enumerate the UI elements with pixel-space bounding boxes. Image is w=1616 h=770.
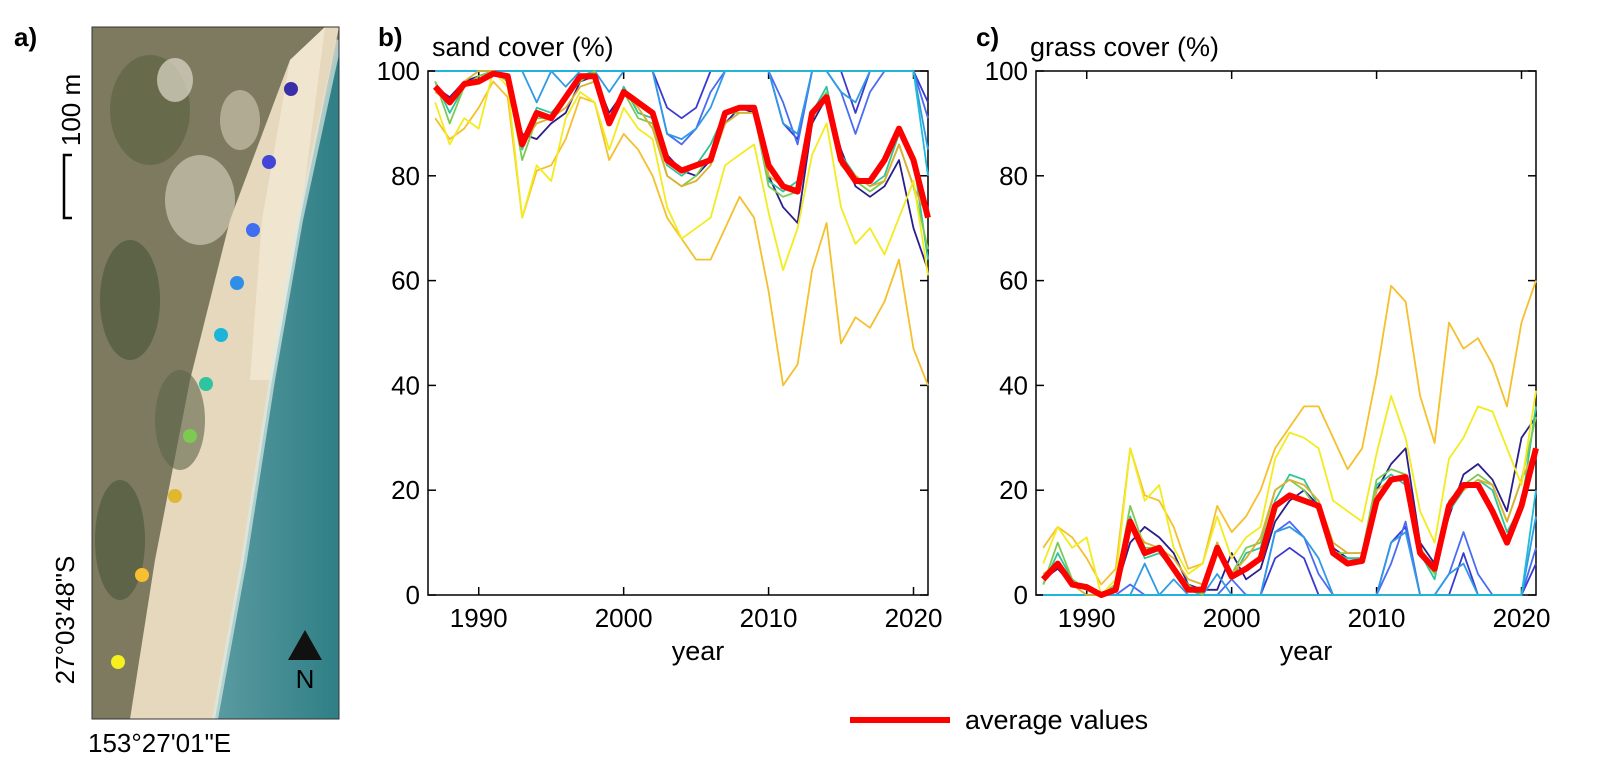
x-tick-label: 2020: [1493, 603, 1551, 633]
y-tick-label: 0: [406, 580, 420, 610]
average-line: [432, 70, 931, 219]
latitude-label: 27°03'48"S: [50, 556, 80, 685]
sample-point: [230, 276, 244, 290]
y-tick-label: 100: [985, 56, 1028, 86]
y-tick-label: 40: [391, 370, 420, 400]
map-panel: a) N 100: [14, 22, 340, 758]
x-tick-label: 2020: [885, 603, 943, 633]
plot-area-frame: [1035, 70, 1537, 596]
average-line: [1040, 447, 1539, 598]
panel-a-label: a): [14, 22, 37, 52]
sand-x-axis-label: year: [672, 636, 725, 666]
y-tick-label: 100: [377, 56, 420, 86]
sample-point: [183, 429, 197, 443]
y-tick-label: 80: [999, 161, 1028, 191]
series-line: [435, 70, 929, 176]
sand-cover-chart: b) sand cover (%) year 0 20 40 60 80 100 1990 2…: [377, 22, 943, 666]
sample-point: [199, 377, 213, 391]
satellite-image: [92, 27, 339, 719]
series-line: [434, 70, 929, 276]
north-label: N: [296, 664, 315, 694]
plot-area-frame: [427, 70, 929, 596]
y-tick-label: 80: [391, 161, 420, 191]
scale-bar: 100 m: [56, 74, 86, 220]
x-tick-label: 1990: [450, 603, 508, 633]
y-tick-label: 60: [391, 266, 420, 296]
north-arrow-icon: [288, 630, 322, 660]
scale-label: 100 m: [56, 74, 86, 146]
series-line: [1042, 390, 1537, 596]
scale-bar-line: [62, 153, 72, 220]
legend: average values: [850, 705, 1148, 735]
series-line: [1043, 520, 1537, 596]
sample-point: [284, 82, 298, 96]
north-arrow: N: [288, 630, 322, 694]
grass-cover-chart: c) grass cover (%) year 0 20 40 60 80 100 1990…: [976, 22, 1550, 666]
y-tick-label: 20: [999, 475, 1028, 505]
x-tick-label: 1990: [1058, 603, 1116, 633]
x-tick-label: 2000: [1203, 603, 1261, 633]
y-tick-label: 0: [1014, 580, 1028, 610]
panel-b-label: b): [378, 22, 403, 52]
y-tick-label: 40: [999, 370, 1028, 400]
longitude-label: 153°27'01"E: [88, 728, 231, 758]
sample-point: [214, 328, 228, 342]
sand-chart-title: sand cover (%): [432, 32, 614, 62]
x-tick-label: 2010: [1348, 603, 1406, 633]
sample-point: [168, 489, 182, 503]
grass-x-axis-label: year: [1280, 636, 1333, 666]
x-tick-label: 2010: [740, 603, 798, 633]
sample-point: [135, 568, 149, 582]
y-tick-label: 60: [999, 266, 1028, 296]
x-tick-label: 2000: [595, 603, 653, 633]
sample-point: [262, 155, 276, 169]
sample-point: [111, 655, 125, 669]
sample-points: [111, 82, 298, 669]
grass-chart-title: grass cover (%): [1030, 32, 1219, 62]
legend-label: average values: [965, 705, 1148, 735]
series-line: [1043, 490, 1537, 596]
sample-point: [246, 223, 260, 237]
panel-c-label: c): [976, 22, 999, 52]
y-tick-label: 20: [391, 475, 420, 505]
